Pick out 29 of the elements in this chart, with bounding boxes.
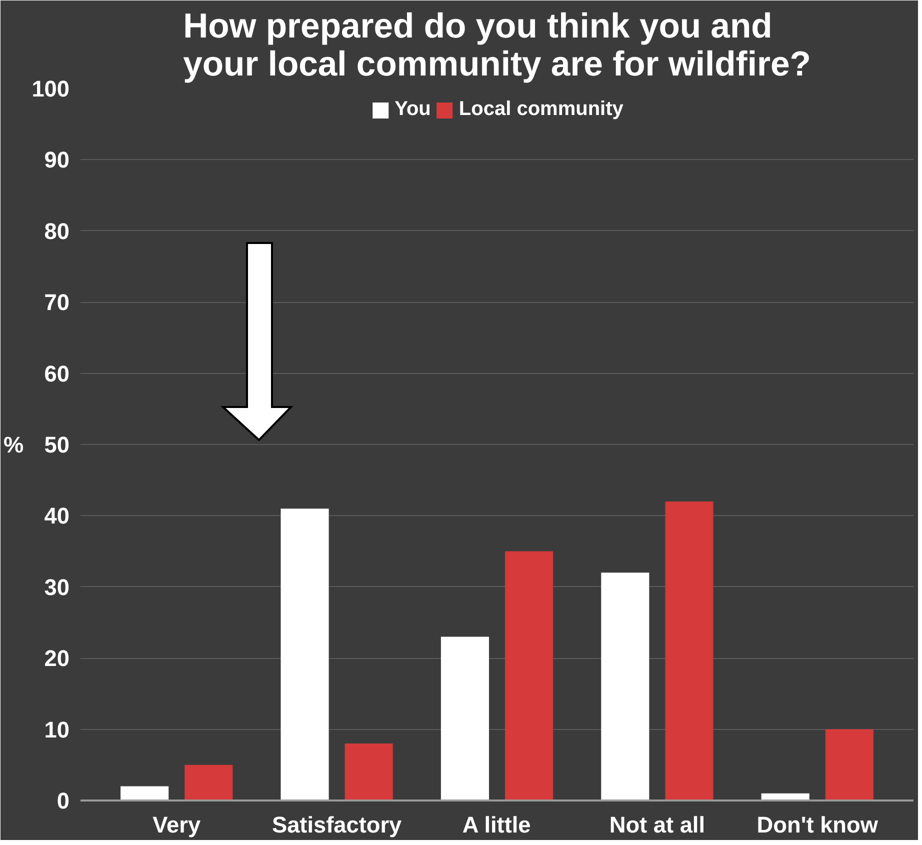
bar <box>505 551 554 800</box>
bar <box>184 764 233 800</box>
y-tick-label: 100 <box>32 76 70 102</box>
y-tick-label: 80 <box>44 218 70 244</box>
y-tick-label: 60 <box>44 360 70 386</box>
x-tick-label: Very <box>152 812 201 838</box>
bar <box>825 729 874 800</box>
y-axis-title: % <box>4 432 24 458</box>
bar <box>601 572 650 800</box>
y-tick-label: 10 <box>44 716 70 742</box>
y-tick-label: 30 <box>44 574 70 600</box>
bar <box>344 744 393 800</box>
bar <box>440 636 489 800</box>
y-tick-label: 90 <box>44 146 70 173</box>
bar <box>665 501 714 800</box>
x-tick-label: Not at all <box>609 812 706 838</box>
x-tick-label: Satisfactory <box>272 812 402 838</box>
bar <box>120 786 169 800</box>
y-tick-label: 0 <box>56 788 70 814</box>
x-tick-label: Don't know <box>756 812 878 838</box>
y-tick-label: 50 <box>44 432 70 458</box>
x-tick-label: A little <box>462 812 531 838</box>
chart-title: How prepared do you think you and your local community are for wildfire? <box>183 8 811 84</box>
bar <box>280 508 329 800</box>
legend-label: Local community <box>458 98 624 121</box>
y-tick-label: 20 <box>44 645 70 672</box>
legend-label: You <box>394 98 431 121</box>
y-tick-label: 70 <box>44 289 70 316</box>
y-tick-label: 40 <box>44 502 70 529</box>
